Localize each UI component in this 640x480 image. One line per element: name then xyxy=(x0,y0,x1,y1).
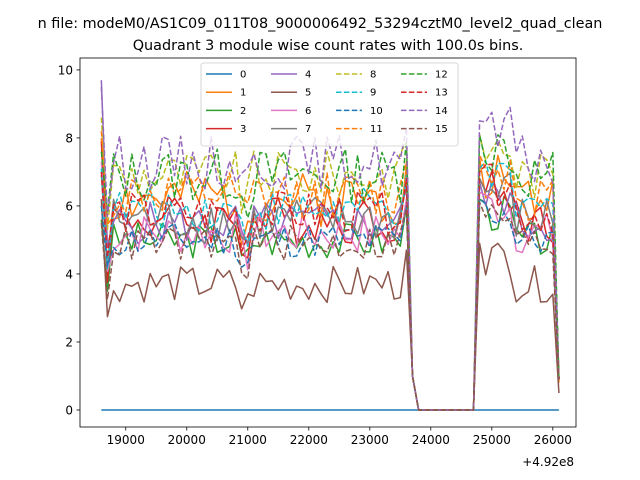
x-tick-label: 23000 xyxy=(351,433,389,447)
x-offset-label: +4.92e8 xyxy=(522,455,574,469)
series-line-5 xyxy=(100,199,560,411)
series-line-14 xyxy=(100,86,560,411)
legend-label-15: 15 xyxy=(435,124,448,135)
legend-label-0: 0 xyxy=(240,70,246,81)
legend-label-4: 4 xyxy=(305,70,311,81)
series-line-11 xyxy=(100,131,560,411)
legend-label-10: 10 xyxy=(370,106,383,117)
series-line-7 xyxy=(100,172,560,411)
x-tick-label: 19000 xyxy=(107,433,145,447)
chart-title: Quadrant 3 module wise count rates with … xyxy=(133,38,524,54)
legend-label-7: 7 xyxy=(305,124,311,135)
series-line-10 xyxy=(100,198,560,411)
x-tick-label: 26000 xyxy=(534,433,572,447)
x-tick-label: 24000 xyxy=(412,433,450,447)
legend-label-9: 9 xyxy=(370,88,376,99)
chart-suptitle: n file: modeM0/AS1C09_011T08_9000006492_… xyxy=(38,16,603,32)
series-group xyxy=(100,80,560,411)
legend-label-8: 8 xyxy=(370,70,376,81)
legend-box xyxy=(200,62,459,147)
legend-label-11: 11 xyxy=(370,124,383,135)
y-tick-label: 6 xyxy=(65,199,73,213)
y-tick-label: 0 xyxy=(65,403,73,417)
legend-label-12: 12 xyxy=(435,70,448,81)
legend-label-2: 2 xyxy=(240,106,246,117)
axes-frame xyxy=(79,57,577,428)
legend-label-13: 13 xyxy=(435,88,448,99)
series-line-15 xyxy=(100,201,560,411)
series-line-9 xyxy=(100,160,560,411)
y-tick-label: 4 xyxy=(65,267,73,281)
legend-label-6: 6 xyxy=(305,106,311,117)
y-tick-label: 8 xyxy=(65,131,73,145)
plot-area xyxy=(100,80,560,411)
y-tick-label: 2 xyxy=(65,335,73,349)
x-tick-label: 21000 xyxy=(229,433,267,447)
y-tick-label: 10 xyxy=(58,63,73,77)
legend-label-5: 5 xyxy=(305,88,311,99)
legend-label-3: 3 xyxy=(240,124,246,135)
x-tick-label: 22000 xyxy=(290,433,328,447)
legend-label-14: 14 xyxy=(435,106,448,117)
x-tick-label: 20000 xyxy=(168,433,206,447)
series-line-13 xyxy=(100,163,560,411)
series-line-12 xyxy=(100,133,560,411)
series-line-6 xyxy=(100,161,560,411)
x-tick-label: 25000 xyxy=(473,433,511,447)
axes: 19000 20000 21000 22000 23000 24000 25000 26000… xyxy=(58,57,577,447)
legend-label-1: 1 xyxy=(240,88,246,99)
